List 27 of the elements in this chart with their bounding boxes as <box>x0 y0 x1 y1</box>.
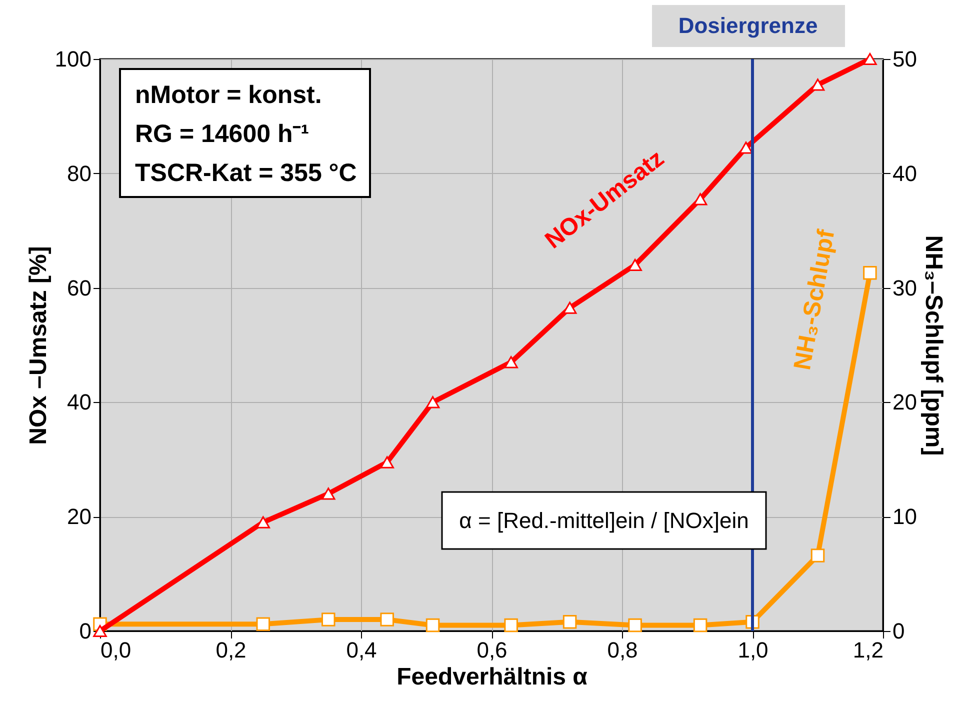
annotation: α = [Red.-mittel]ein / [NOx]ein <box>459 508 749 533</box>
x-tick-label: 1,0 <box>738 638 768 662</box>
y2-tick-label: 0 <box>892 618 905 644</box>
x-tick-label: 0,8 <box>607 638 638 662</box>
x-tick-label: 0,0 <box>100 638 132 662</box>
annotation: RG = 14600 h⁻¹ <box>135 120 310 148</box>
x-tick-label: 0,2 <box>216 638 246 662</box>
annotation: TSCR-Kat = 355 °C <box>135 159 357 187</box>
x-tick-label: 0,6 <box>476 638 508 662</box>
y-tick-label: 100 <box>54 46 92 72</box>
y-tick-label: 80 <box>67 160 92 186</box>
y2-tick-label: 40 <box>892 160 917 186</box>
ref-line-label: Dosiergrenze <box>678 13 818 38</box>
y-tick-label: 60 <box>67 275 92 300</box>
x-tick-label: 0,4 <box>346 638 377 662</box>
annotation: nMotor = konst. <box>135 81 322 109</box>
x-axis-title: Feedverhältnis α <box>396 664 588 690</box>
y-axis-title: NOx –Umsatz [%] <box>24 246 52 445</box>
y-tick-label: 0 <box>79 618 92 644</box>
y-tick-label: 40 <box>67 390 92 415</box>
x-tick-label: 1,2 <box>852 638 884 662</box>
y2-tick-label: 20 <box>892 390 917 415</box>
y2-tick-label: 50 <box>892 46 917 72</box>
y2-tick-label: 30 <box>892 275 917 300</box>
y-tick-label: 20 <box>67 504 92 530</box>
y2-axis-title: NH₃–Schlupf [ppm] <box>920 235 947 456</box>
y2-tick-label: 10 <box>892 504 917 530</box>
